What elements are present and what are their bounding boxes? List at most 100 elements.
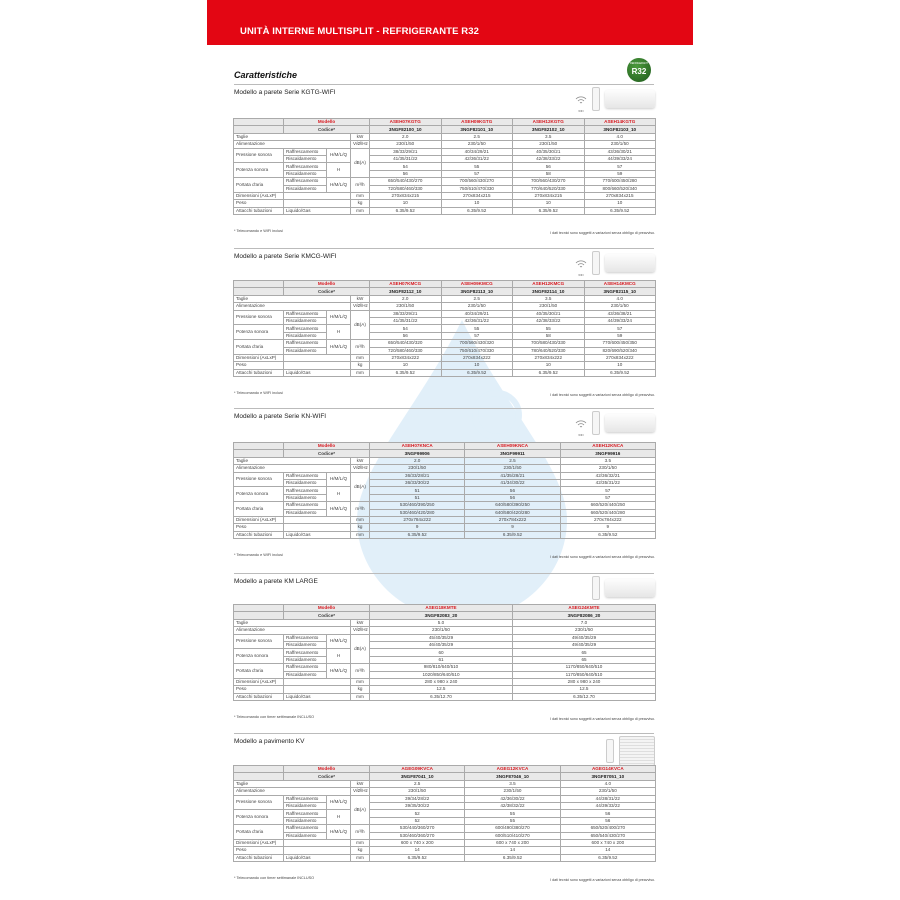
value-p_raff: 40/35/30/21 (512, 147, 585, 156)
value-alim: 230/1/50 (369, 626, 513, 635)
table-row: Potenza sonora Raffrescamento H 52 55 56 (233, 809, 656, 826)
value-alim: 230/1/50 (512, 626, 656, 635)
value-peso: 10 (583, 361, 656, 370)
sub-label: Riscaldamento (283, 801, 327, 811)
row-label: Pressione sonora (233, 633, 284, 650)
sub-label: Raffrescamento (283, 339, 327, 348)
value-p_raff: 49/40/35/29 (512, 633, 656, 642)
model-name: ASEH07KMCG (369, 279, 442, 289)
model-code: 3NGF99906 (368, 449, 466, 458)
value-w_risc: 56 (464, 493, 561, 503)
sub-label: Riscaldamento (283, 831, 327, 840)
model-code: 3NGF99916 (559, 449, 656, 458)
value-a_raff: 530/460/390/250 (368, 501, 466, 510)
table-row: Riscaldamento 530/460/360/270 600/510/410/… (234, 831, 656, 840)
table-row: Riscaldamento 51 56 57 (234, 493, 656, 503)
remote-control-icon (592, 251, 600, 275)
model-name: AGEG09KVCA (368, 764, 466, 774)
value-p_risc: 41/35/31/22 (369, 154, 442, 164)
unit: kW (350, 132, 370, 142)
table-row: Pressione sonora Raffrescamento H/M/L/Q dB(… (233, 147, 656, 179)
section-divider (234, 84, 654, 85)
header-blank (233, 764, 284, 774)
value-taglie: 3.5 (512, 294, 585, 304)
row-label: Potenza sonora (233, 648, 284, 665)
table-row: Codice* 3NGF87041_10 3NGF87046_10 3NGF87051… (233, 772, 656, 781)
table-row: Modello ASEG18KMTE ASEG24KMTE (233, 603, 656, 613)
value-att: 6.35/9.52 (368, 530, 466, 540)
model-code: 3NGF82103_10 (583, 125, 656, 134)
r32-badge: REFRIGERANT R32 (627, 58, 651, 82)
blank (283, 523, 351, 532)
value-a_raff: 640/580/390/250 (464, 501, 561, 510)
product-images: WIFI (575, 251, 655, 277)
value-taglie: 7.0 (512, 618, 656, 628)
value-alim: 230/1/50 (583, 302, 656, 311)
product-images (606, 736, 655, 766)
row-label: Alimentazione (233, 787, 351, 796)
value-a_raff: 530/440/360/270 (368, 824, 466, 833)
value-w_raff: 51 (368, 486, 466, 495)
value-w_risc: 59 (583, 169, 656, 179)
sub-label: Raffrescamento (283, 824, 327, 833)
value-p_risc: 42/35/31/22 (559, 478, 656, 488)
unit: mm (350, 853, 370, 863)
value-dim: 270x784x222 (559, 515, 656, 525)
model-name: ASEG18KMTE (369, 603, 513, 613)
table-row: Alimentazione V/Ø/Hz 230/1/50 230/1/50 (233, 626, 656, 635)
unit: m³/h (350, 339, 370, 355)
header-blank (233, 117, 284, 127)
disclaimer: I dati tecnici sono soggetti a variazion… (550, 555, 655, 559)
value-p_raff: 39/34/28/22 (368, 794, 466, 803)
table-row: Alimentazione V/Ø/Hz 230/1/50 230/1/50 230/1… (233, 302, 656, 311)
value-w_risc: 58 (512, 169, 585, 179)
value-a_risc: 750/610/470/330 (440, 184, 513, 193)
value-w_risc: 57 (440, 331, 513, 341)
section-divider (234, 408, 654, 409)
row-label: Taglie (233, 132, 351, 142)
value-p_raff: 44/38/31/22 (559, 794, 656, 803)
wifi-icon: WIFI (575, 256, 587, 277)
value-taglie: 2.5 (368, 779, 466, 789)
value-taglie: 2.0 (368, 456, 466, 466)
value-w_raff: 55 (464, 809, 561, 818)
table-row: Modello ASEH07KMCG ASEH09KMCG ASEH12KMCG ASE… (233, 279, 656, 289)
mode-label: H (326, 486, 351, 503)
spec-table: Modello ASEH07KGTG ASEH09KGTG ASEH12KGTG ASE… (233, 117, 656, 216)
modello-header: Modello (283, 279, 370, 289)
mode-label: H/M/L/Q (326, 339, 351, 355)
value-a_risc: 800/660/520/340 (583, 184, 656, 193)
row-label: Portata d'aria (233, 824, 284, 840)
value-a_risc: 600/510/410/270 (464, 831, 561, 840)
value-att: 6.35/9.52 (369, 368, 442, 378)
model-name: ASEH12KNCA (559, 441, 656, 451)
header-blank (233, 449, 284, 458)
sub-label: Riscaldamento (283, 640, 327, 650)
row-label: Potenza sonora (233, 486, 284, 503)
unit: mm (350, 515, 370, 525)
table-row: Portata d'aria Raffrescamento H/M/L/Q m³/h 6… (233, 177, 656, 193)
model-code: 3NGF87051_10 (559, 772, 656, 781)
value-p_raff: 40/34/29/21 (440, 147, 513, 156)
value-p_risc: 46/40/35/29 (369, 640, 513, 650)
table-row: Taglie kW 2.0 2.5 3.5 4.0 (233, 132, 656, 142)
value-p_raff: 38/33/29/21 (369, 147, 442, 156)
model-code: 3NGF82112_10 (369, 287, 442, 296)
blank (283, 838, 351, 848)
value-alim: 230/1/50 (440, 302, 513, 311)
unit: kW (350, 779, 370, 789)
model-code: 3NGF82114_10 (512, 287, 585, 296)
mode-label: H/M/L/Q (326, 663, 351, 679)
unit: dB(A) (350, 147, 370, 179)
unit: kW (350, 456, 370, 466)
value-w_risc: 56 (369, 169, 442, 179)
value-w_risc: 65 (512, 655, 656, 665)
value-att: 6.35/9.52 (512, 368, 585, 378)
sub-label: Liquido/Gas (283, 530, 351, 540)
unit: mm (350, 530, 370, 540)
row-label: Alimentazione (233, 464, 351, 473)
value-w_raff: 56 (512, 162, 585, 171)
sub-label: Raffrescamento (283, 309, 327, 318)
value-w_raff: 55 (512, 324, 585, 333)
value-dim: 280 x 980 x 240 (512, 677, 656, 687)
